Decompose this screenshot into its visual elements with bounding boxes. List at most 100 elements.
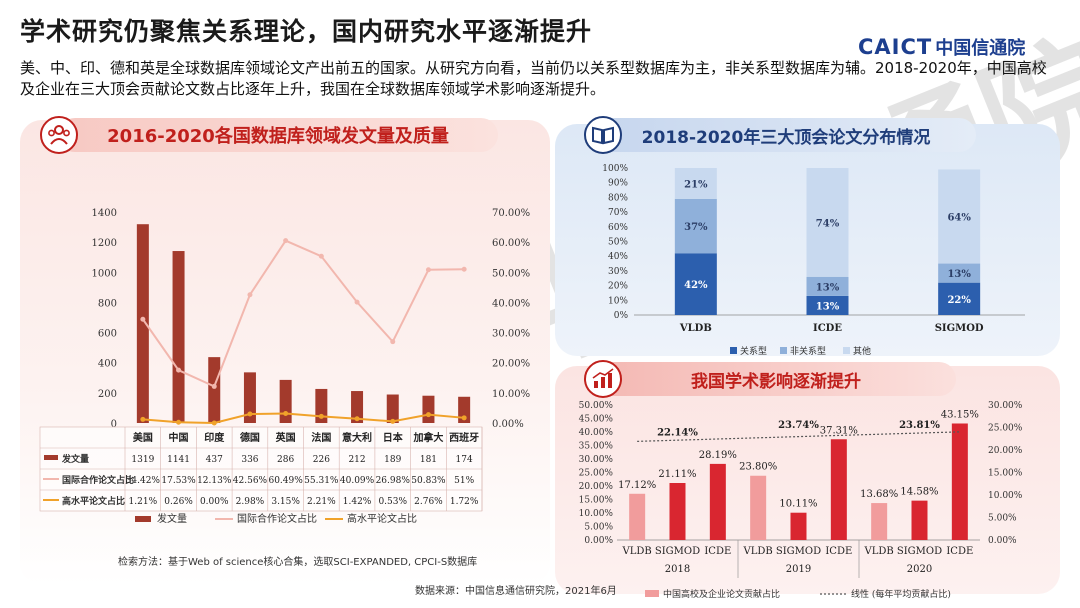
segment-label: 42% (684, 280, 708, 291)
chart-country-output: 0 200 400 600 800 1000 1200 1400 0.00% 10.00% 20.0… (39, 208, 530, 525)
category-label: VLDB (864, 546, 894, 557)
group-label: 2018 (665, 564, 690, 575)
point-high-level (390, 418, 396, 424)
y-left-tick-label: 1000 (92, 268, 117, 279)
stacked-bar-segment (806, 295, 849, 315)
legend-swatch (730, 347, 737, 354)
segment-label: 13% (816, 301, 840, 312)
category-label: VLDB (743, 546, 773, 557)
bar-output (136, 224, 149, 423)
category-label: ICDE (825, 546, 852, 557)
stacked-bar-segment (674, 198, 717, 254)
panel-title-conference-distribution: 2018-2020年三大顶会论文分布情况 (596, 118, 976, 152)
stacked-bar-segment (938, 263, 981, 283)
table-value: 226 (313, 455, 330, 465)
point-high-level (354, 416, 360, 422)
table-value: 50.83% (411, 476, 446, 486)
y-right-tick-label: 30.00% (988, 401, 1023, 411)
y-left-tick-label: 0 (111, 419, 117, 430)
stacked-bar-segment (806, 276, 849, 296)
bar-value-label: 23.80% (739, 462, 777, 473)
bar-contribution (669, 483, 686, 540)
table-value: 189 (384, 455, 401, 465)
point-high-level (461, 415, 467, 421)
table-value: 1.42% (343, 497, 372, 507)
bar-output (386, 394, 399, 423)
stacked-bar-segment (674, 253, 717, 315)
table-value: 1.21% (129, 497, 158, 507)
legend-label: 关系型 (740, 345, 767, 357)
bar-output (458, 396, 471, 423)
bar-contribution (750, 475, 767, 540)
point-intl-coop (247, 292, 253, 298)
point-intl-coop (176, 367, 182, 373)
bar-output (208, 357, 221, 423)
yearly-average-trendline (637, 431, 960, 442)
bar-value-label: 14.58% (900, 487, 938, 498)
point-intl-coop (283, 238, 289, 244)
y-left-tick-label: 15.00% (579, 496, 614, 506)
group-label: 2019 (786, 564, 811, 575)
category-label: SIGMOD (776, 546, 821, 557)
panel-title-china-influence: 我国学术影响逐渐提升 (596, 362, 956, 396)
y-left-tick-label: 800 (98, 298, 117, 309)
category-label: ICDE (704, 546, 731, 557)
book-icon (584, 116, 622, 154)
bar-value-label: 21.11% (658, 469, 696, 480)
bar-contribution (709, 463, 726, 540)
table-value: 286 (277, 455, 294, 465)
y-right-tick-label: 20.00% (988, 446, 1023, 456)
bar-value-label: 17.12% (618, 480, 656, 491)
table-value: 2.21% (307, 497, 336, 507)
y-right-tick-label: 15.00% (988, 469, 1023, 479)
bar-value-label: 13.68% (860, 489, 898, 500)
source-note: 数据来源：中国信息通信研究院，2021年6月 (415, 586, 617, 597)
category-label: ICDE (946, 546, 973, 557)
point-intl-coop (390, 339, 396, 345)
y-right-tick-label: 10.00% (492, 389, 530, 400)
y-left-tick-label: 1200 (92, 238, 117, 249)
legend-label: 非关系型 (790, 345, 826, 357)
legend-label: 高水平论文占比 (347, 512, 417, 525)
point-intl-coop (354, 299, 360, 305)
y-right-tick-label: 0.00% (988, 536, 1017, 546)
y-right-tick-label: 5.00% (988, 514, 1017, 524)
category-label: SIGMOD (935, 323, 984, 334)
legend-swatch (780, 347, 787, 354)
table-value: 181 (420, 455, 437, 465)
panel-china-influence (555, 366, 1060, 594)
bar-contribution (830, 439, 847, 540)
table-value: 1.72% (450, 497, 479, 507)
table-value: 42.56% (233, 476, 268, 486)
bar-output (351, 391, 364, 423)
y-tick-label: 80% (608, 193, 628, 203)
bar-output (243, 372, 256, 423)
table-value: 437 (206, 455, 223, 465)
category-label: 加拿大 (412, 431, 443, 444)
table-value: 0.53% (378, 497, 407, 507)
point-intl-coop (140, 316, 146, 322)
bar-value-label: 28.19% (699, 450, 737, 461)
caict-logo: CAICT 中国信通院 (858, 32, 1025, 62)
line-high-level (142, 412, 465, 425)
point-high-level (176, 419, 182, 425)
table-value: 40.09% (340, 476, 375, 486)
segment-label: 13% (947, 269, 971, 280)
y-tick-label: 10% (608, 296, 628, 306)
point-high-level (283, 411, 289, 417)
segment-label: 22% (947, 295, 971, 306)
y-tick-label: 70% (608, 208, 628, 218)
table-value: 34.42% (126, 476, 161, 486)
table-value: 55.31% (304, 476, 339, 486)
legend-label: 国际合作论文占比 (237, 512, 317, 525)
y-right-tick-label: 60.00% (492, 238, 530, 249)
segment-label: 37% (684, 222, 708, 233)
panel-title-country-output: 2016-2020各国数据库领域发文量及质量 (58, 118, 498, 152)
y-right-tick-label: 0.00% (492, 419, 524, 430)
point-intl-coop (425, 267, 431, 273)
legend-swatch (843, 347, 850, 354)
bar-value-label: 10.11% (779, 499, 817, 510)
category-label: 日本 (383, 431, 404, 444)
stacked-bar-segment (674, 168, 717, 199)
y-left-tick-label: 0.00% (584, 536, 613, 546)
